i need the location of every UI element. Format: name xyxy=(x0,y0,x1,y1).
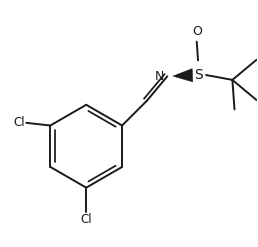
Text: Cl: Cl xyxy=(13,116,25,129)
Text: S: S xyxy=(194,68,203,82)
Text: Cl: Cl xyxy=(80,213,92,226)
Polygon shape xyxy=(173,69,193,82)
Text: O: O xyxy=(192,25,202,38)
Text: N: N xyxy=(155,70,164,83)
